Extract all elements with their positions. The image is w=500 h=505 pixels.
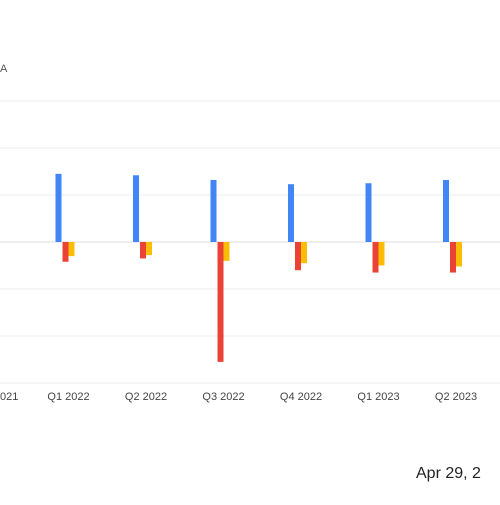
bar-series-3-q4-2022 xyxy=(301,242,307,264)
bar-series-2-q1-2022 xyxy=(62,242,69,262)
bar-series-3-q1-2022 xyxy=(68,242,75,257)
bar-series-2-q4-2022 xyxy=(295,242,301,271)
x-tick-label: Q4 2022 xyxy=(280,391,322,403)
bar-series-2-q2-2023 xyxy=(450,242,456,273)
bar-series-1-q1-2023 xyxy=(365,183,372,242)
timestamp: Apr 29, 2 xyxy=(416,465,481,482)
bar-series-2-q3-2022 xyxy=(217,242,224,362)
x-tick-label: Q1 2022 xyxy=(47,391,89,403)
bar-series-2-q2-2022 xyxy=(140,242,146,259)
bar-series-1-q4-2022 xyxy=(288,184,294,242)
bar-series-3-q1-2023 xyxy=(378,242,385,266)
x-tick-labels: 021 Q1 2022 Q2 2022 Q3 2022 Q4 2022 Q1 2023 Q2… xyxy=(0,391,477,403)
bar-series-1-q2-2023 xyxy=(443,179,449,242)
bar-series-3-q2-2023 xyxy=(456,242,462,267)
bar-series-3-q2-2022 xyxy=(146,242,152,256)
bar-series-1-q1-2022 xyxy=(55,173,62,242)
bar-series-3-q3-2022 xyxy=(223,242,230,261)
x-tick-label: 021 xyxy=(0,391,18,403)
bars xyxy=(55,173,462,362)
bar-series-1-q3-2022 xyxy=(210,179,217,242)
bar-series-2-q1-2023 xyxy=(372,242,379,273)
gridlines xyxy=(0,100,500,384)
x-tick-label: Q2 2023 xyxy=(435,391,477,403)
x-tick-label: Q2 2022 xyxy=(125,391,167,403)
partial-axis-label: A xyxy=(0,63,8,75)
x-tick-label: Q1 2023 xyxy=(357,391,399,403)
x-tick-label: Q3 2022 xyxy=(202,391,244,403)
bar-series-1-q2-2022 xyxy=(133,175,139,242)
